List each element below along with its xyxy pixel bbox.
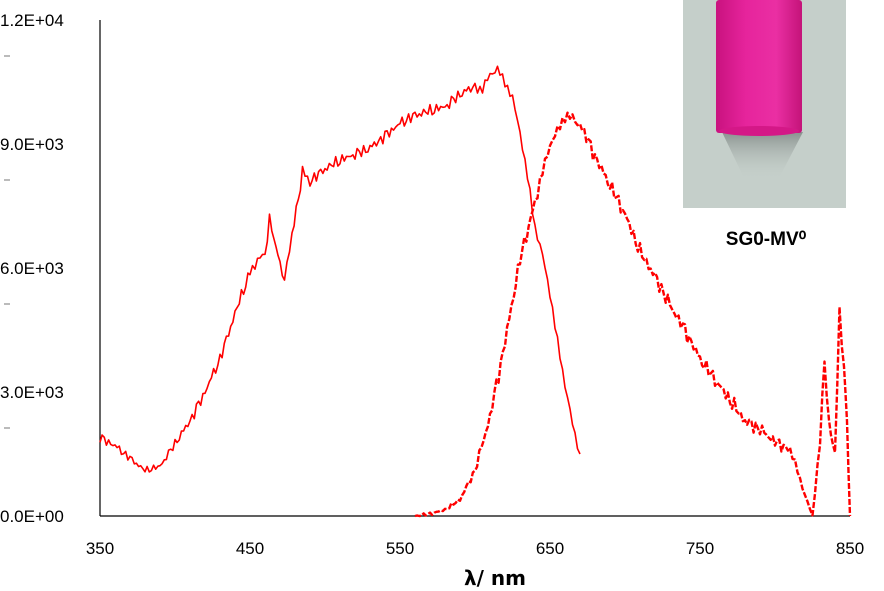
tube-shadow xyxy=(722,132,803,180)
y-tick-label: 3.0E+03 xyxy=(0,383,64,402)
emission-series-line xyxy=(414,111,852,518)
x-tick-label: 450 xyxy=(236,539,264,558)
x-tick-label: 850 xyxy=(836,539,864,558)
x-tick-label: 750 xyxy=(686,539,714,558)
y-tick-label: 6.0E+03 xyxy=(0,259,64,278)
sample-tube xyxy=(716,0,802,133)
x-axis-label: λ/ nm xyxy=(464,566,526,590)
photo-label: SG0-MV⁰ xyxy=(726,229,807,250)
x-tick-label: 550 xyxy=(386,539,414,558)
x-tick-label: 350 xyxy=(86,539,114,558)
excitation-series-line xyxy=(99,65,581,473)
sample-photo xyxy=(683,0,846,208)
x-tick-label: 650 xyxy=(536,539,564,558)
y-tick-label: 0.0E+00 xyxy=(0,507,64,526)
y-tick-label: 1.2E+04 xyxy=(0,11,64,30)
y-tick-label: 9.0E+03 xyxy=(0,135,64,154)
tube-base xyxy=(719,126,799,136)
